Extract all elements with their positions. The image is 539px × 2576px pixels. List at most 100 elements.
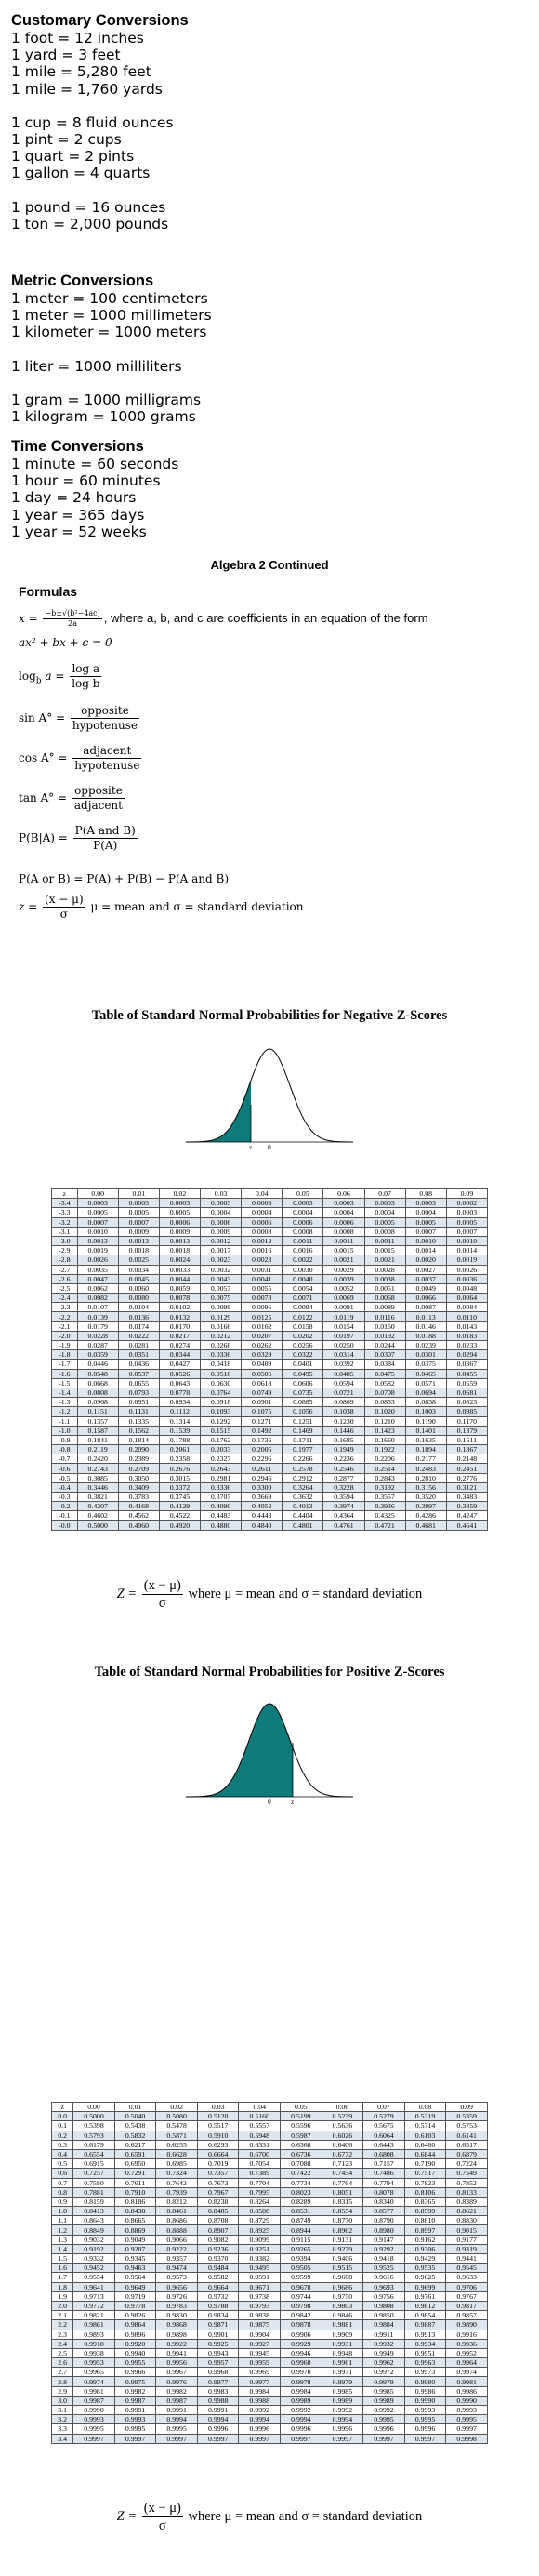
probability-cell: 0.0003 bbox=[322, 1198, 365, 1209]
negative-z-fraction: (x − μ) σ bbox=[141, 1577, 183, 1612]
probability-cell: 0.2776 bbox=[445, 1472, 489, 1483]
probability-cell: 0.9994 bbox=[238, 2414, 282, 2425]
probability-cell: 0.0146 bbox=[404, 1321, 447, 1332]
probability-cell: 0.0005 bbox=[76, 1207, 119, 1218]
probability-cell: 0.9236 bbox=[196, 2243, 240, 2255]
sin-lhs: sin A° = bbox=[19, 711, 66, 724]
probability-cell: 0.9699 bbox=[403, 2281, 447, 2292]
probability-cell: 0.0764 bbox=[200, 1387, 243, 1399]
probability-cell: 0.9997 bbox=[113, 2433, 157, 2444]
probability-cell: 0.0869 bbox=[322, 1397, 365, 1408]
probability-cell: 0.9913 bbox=[403, 2329, 447, 2340]
probability-cell: 0.9838 bbox=[238, 2310, 282, 2321]
probability-cell: 0.9959 bbox=[238, 2357, 282, 2369]
log-var: a = bbox=[45, 670, 65, 683]
probability-cell: 0.4247 bbox=[445, 1510, 489, 1521]
probability-cell: 0.6808 bbox=[362, 2148, 405, 2160]
probability-cell: 0.0455 bbox=[445, 1368, 489, 1379]
probability-cell: 0.9887 bbox=[403, 2319, 447, 2330]
z-value-cell: 1.5 bbox=[50, 2252, 74, 2264]
probability-cell: 0.6517 bbox=[445, 2139, 488, 2150]
z-value-cell: 2.6 bbox=[50, 2357, 74, 2369]
quadratic-denominator: 2a bbox=[68, 619, 78, 628]
table-row: -1.7 0.0446 0.0436 0.0427 0.0418 0.0409 0.0401… bbox=[51, 1359, 489, 1370]
probability-cell: 0.4920 bbox=[158, 1520, 202, 1531]
z-value-cell: -0.5 bbox=[51, 1472, 78, 1483]
probability-cell: 0.2296 bbox=[241, 1454, 283, 1465]
probability-cell: 0.9997 bbox=[321, 2433, 364, 2444]
probability-cell: 0.1685 bbox=[322, 1434, 365, 1446]
probability-cell: 0.8051 bbox=[321, 2186, 364, 2198]
probability-cell: 0.9974 bbox=[445, 2367, 488, 2378]
probability-cell: 0.9983 bbox=[196, 2385, 240, 2397]
z-value-cell: 0.6 bbox=[50, 2168, 74, 2179]
probability-cell: 0.9582 bbox=[196, 2272, 240, 2283]
z-value-cell: 2.0 bbox=[50, 2300, 74, 2312]
probability-cell: 0.9713 bbox=[72, 2291, 115, 2302]
probability-cell: 0.0436 bbox=[117, 1359, 160, 1370]
positive-z-fraction: (x − μ) σ bbox=[141, 2500, 183, 2534]
table-row: 3.0 0.9987 0.9987 0.9987 0.9988 0.9988 0.9989 0… bbox=[50, 2395, 488, 2407]
probability-cell: 0.0034 bbox=[117, 1264, 160, 1275]
probability-cell: 0.7224 bbox=[445, 2158, 488, 2170]
z-value-cell: 2.4 bbox=[50, 2338, 74, 2349]
table-row: -2.0 0.0228 0.0222 0.0217 0.0212 0.0207 0.0202… bbox=[51, 1330, 489, 1342]
probability-cell: 0.9778 bbox=[113, 2300, 157, 2312]
probability-cell: 0.8708 bbox=[196, 2215, 240, 2226]
probability-cell: 0.9032 bbox=[72, 2234, 115, 2245]
probability-cell: 0.9982 bbox=[155, 2385, 198, 2397]
probability-cell: 0.6255 bbox=[155, 2139, 198, 2150]
probability-cell: 0.8770 bbox=[321, 2215, 364, 2226]
table-row: 3.4 0.9997 0.9997 0.9997 0.9997 0.9997 0.9997 0… bbox=[50, 2433, 488, 2444]
probability-cell: 0.0004 bbox=[241, 1207, 283, 1218]
z-value-cell: 0.2 bbox=[50, 2130, 74, 2141]
probability-cell: 0.5359 bbox=[445, 2111, 488, 2122]
positive-shaded-area bbox=[186, 1704, 293, 1797]
probability-cell: 0.0274 bbox=[158, 1339, 202, 1351]
probability-cell: 0.7291 bbox=[113, 2168, 157, 2179]
probability-cell: 0.0008 bbox=[282, 1226, 324, 1237]
probability-cell: 0.2358 bbox=[158, 1454, 202, 1465]
probability-cell: 0.9997 bbox=[362, 2433, 405, 2444]
probability-cell: 0.9861 bbox=[72, 2319, 115, 2330]
probability-cell: 0.1379 bbox=[445, 1425, 489, 1436]
probability-cell: 0.0021 bbox=[322, 1255, 365, 1266]
probability-cell: 0.7704 bbox=[238, 2177, 282, 2188]
table-header-row: z 0.00 0.01 0.02 0.03 0.04 0.05 0.06 0.07 0.08 0.0… bbox=[50, 2101, 488, 2113]
probability-cell: 0.9633 bbox=[445, 2272, 488, 2283]
probability-cell: 0.3483 bbox=[445, 1491, 489, 1503]
probability-cell: 0.8365 bbox=[403, 2196, 447, 2208]
probability-cell: 0.9192 bbox=[72, 2243, 115, 2255]
probability-cell: 0.5596 bbox=[280, 2120, 322, 2131]
probability-cell: 0.0054 bbox=[282, 1282, 324, 1295]
probability-cell: 0.6179 bbox=[72, 2139, 115, 2150]
probability-cell: 0.0594 bbox=[322, 1377, 365, 1388]
table-row: 1.2 0.8849 0.8869 0.8888 0.8907 0.8925 0.8944 0… bbox=[50, 2224, 488, 2236]
z-value-cell: -1.3 bbox=[51, 1397, 78, 1408]
probability-cell: 0.0136 bbox=[117, 1311, 160, 1322]
probability-cell: 0.8790 bbox=[362, 2215, 405, 2226]
probability-cell: 0.0014 bbox=[445, 1245, 489, 1256]
conversion-line: 1 liter = 1000 milliliters bbox=[11, 357, 182, 375]
positive-curve-line bbox=[185, 1703, 354, 1798]
probability-cell: 0.5987 bbox=[280, 2130, 322, 2141]
probability-cell: 0.1131 bbox=[117, 1406, 160, 1417]
probability-cell: 0.0003 bbox=[117, 1198, 160, 1209]
probability-cell: 0.4364 bbox=[322, 1510, 365, 1521]
conversion-line: 1 mile = 1,760 yards bbox=[11, 80, 163, 98]
table-header-row: z 0.00 0.01 0.02 0.03 0.04 0.05 0.06 0.07 0.08 0.0… bbox=[51, 1188, 489, 1200]
conversion-line: 1 kilogram = 1000 grams bbox=[11, 408, 196, 426]
probability-cell: 0.0119 bbox=[322, 1311, 365, 1322]
table-row: 0.7 0.7580 0.7611 0.7642 0.7673 0.7704 0.7734 0… bbox=[50, 2177, 488, 2188]
probability-cell: 0.0008 bbox=[322, 1226, 365, 1237]
table-row: -1.5 0.0668 0.0655 0.0643 0.0630 0.0618 0.0606… bbox=[51, 1377, 489, 1388]
probability-cell: 0.9963 bbox=[403, 2357, 447, 2369]
probability-cell: 0.0055 bbox=[241, 1282, 283, 1295]
z-value-cell: 1.9 bbox=[50, 2291, 74, 2302]
positive-table-title: Table of Standard Normal Probabilities f… bbox=[94, 1665, 445, 1680]
probability-cell: 0.0035 bbox=[76, 1264, 119, 1275]
z-value-cell: 3.2 bbox=[50, 2414, 74, 2425]
probability-cell: 0.9099 bbox=[238, 2234, 282, 2245]
probability-cell: 0.3336 bbox=[200, 1481, 243, 1494]
probability-cell: 0.9418 bbox=[362, 2252, 405, 2264]
